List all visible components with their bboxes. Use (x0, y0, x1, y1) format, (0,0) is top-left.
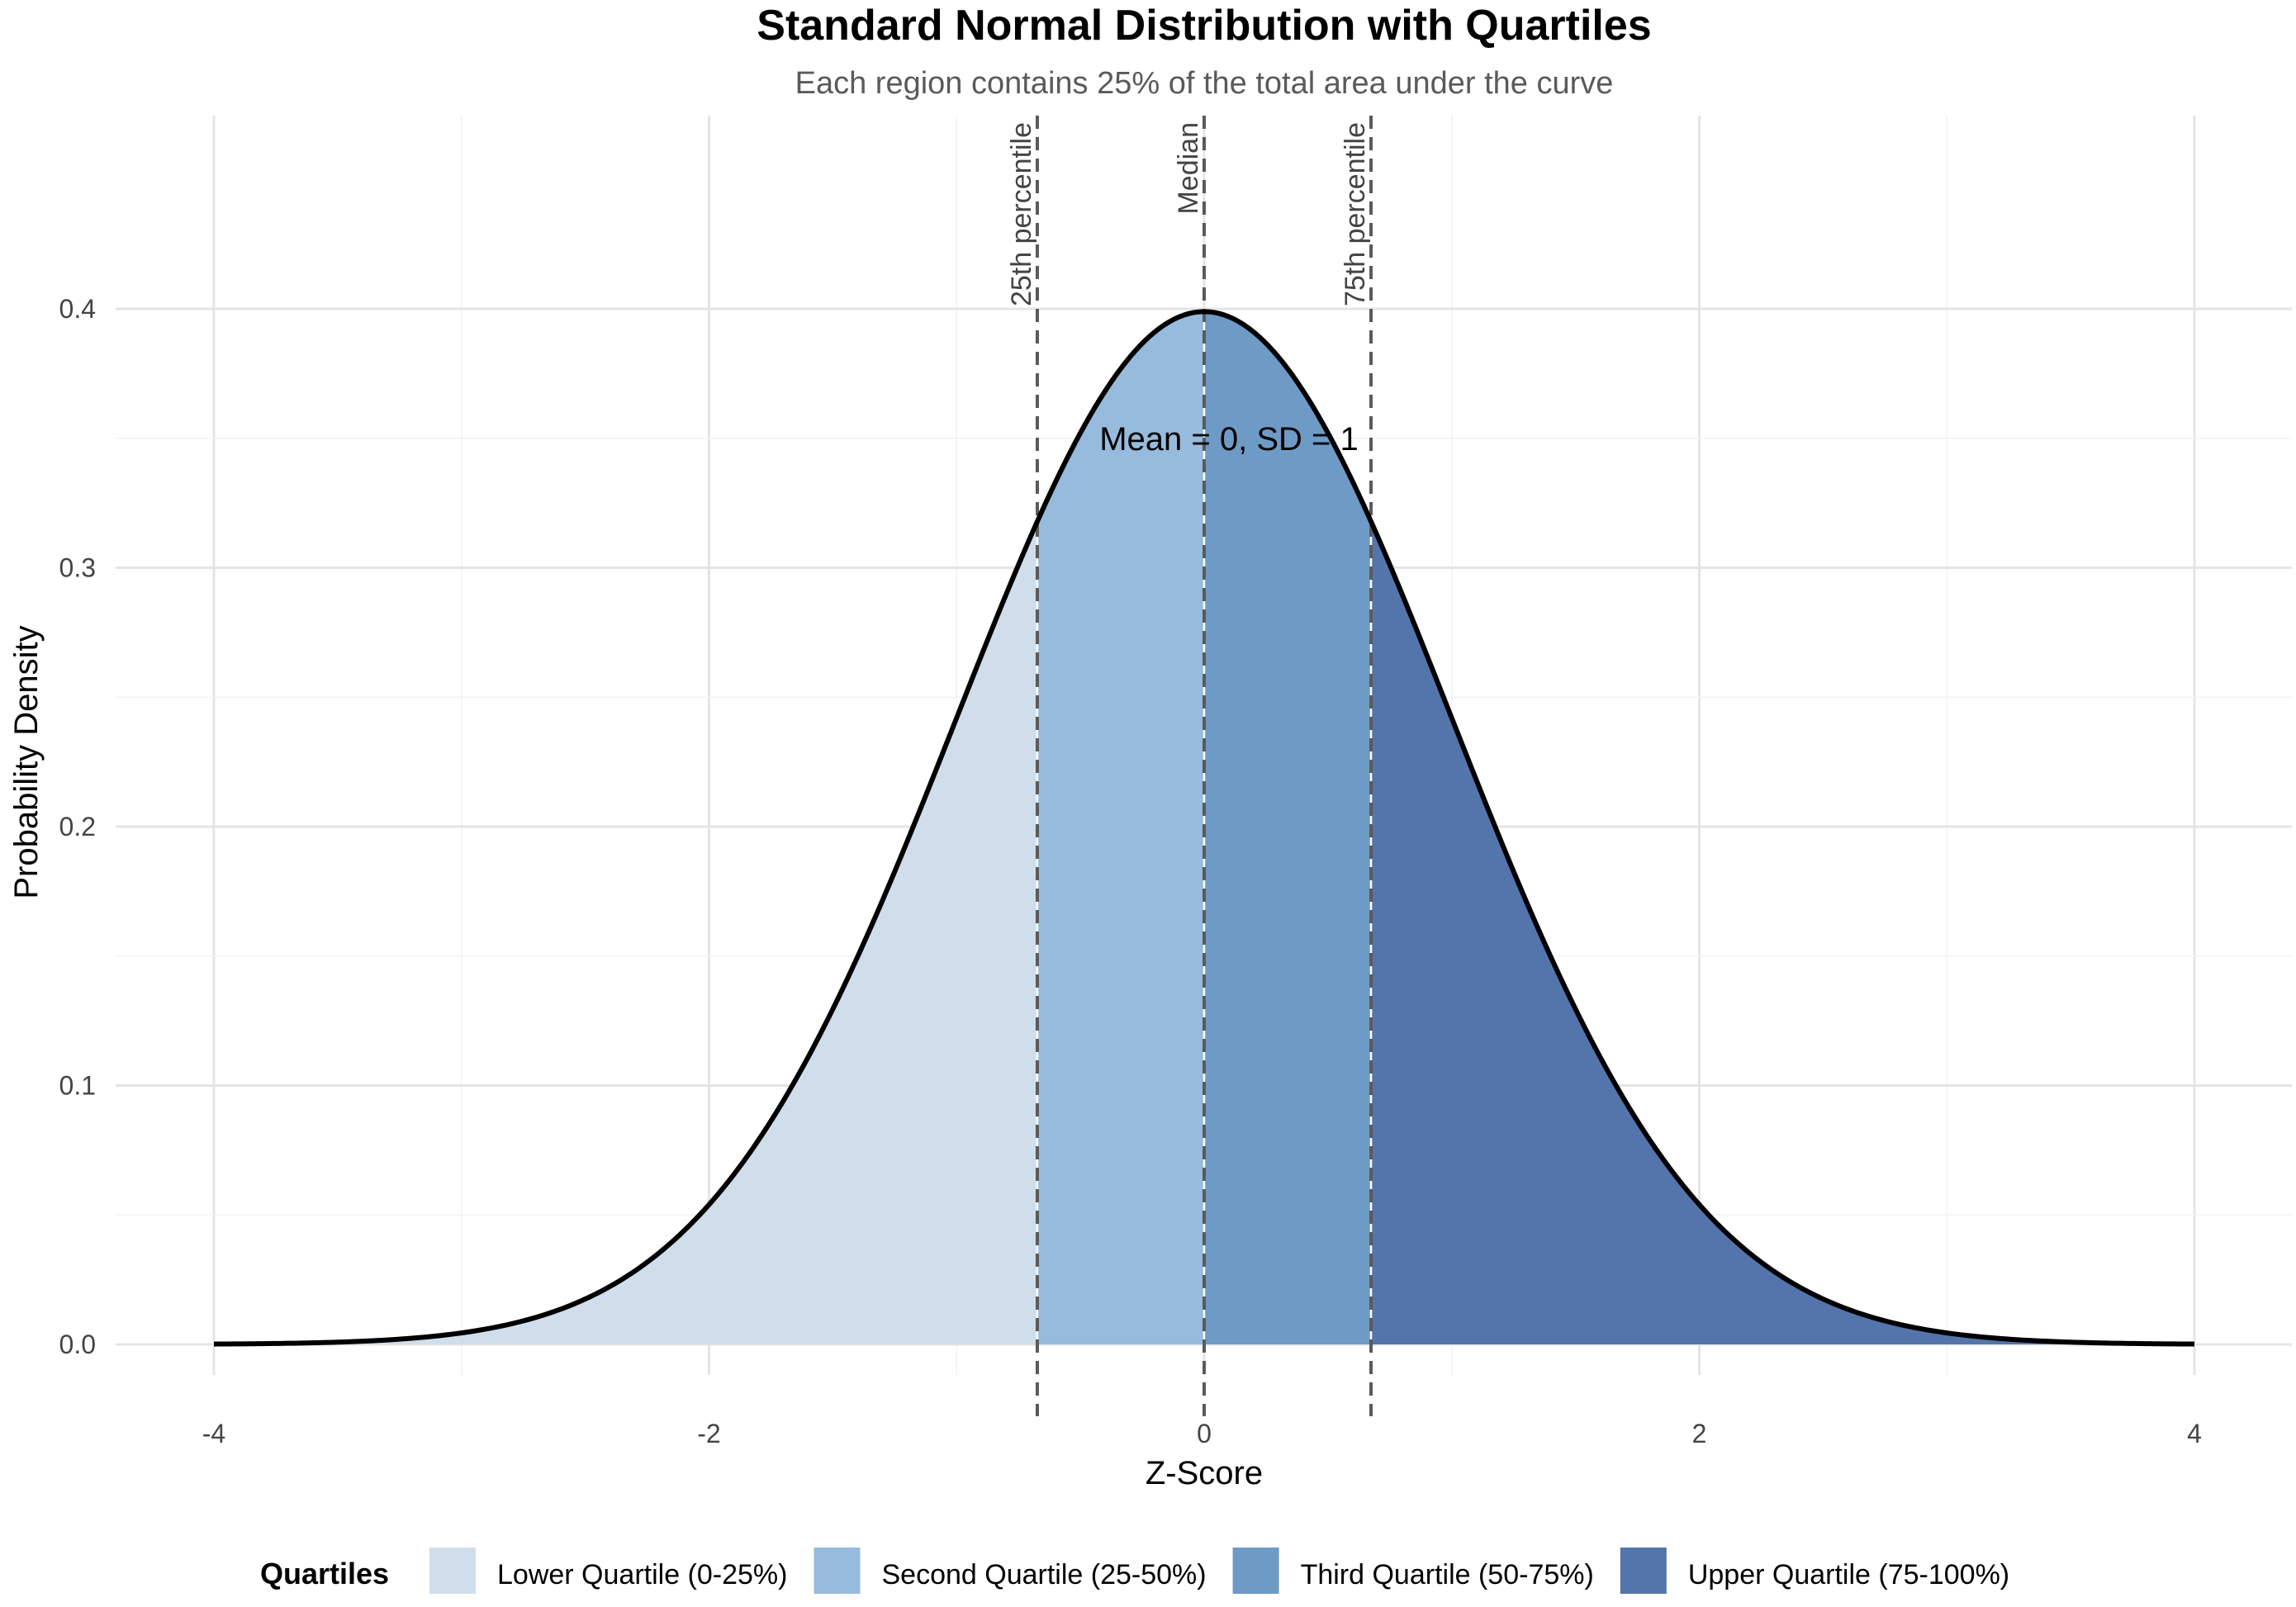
percentile-lines: 25th percentile Median 75th percentile (1006, 116, 1373, 1416)
density-curve-group (213, 309, 2195, 1347)
x-tick-label: 0 (1197, 1419, 1212, 1448)
percentile-label: 25th percentile (1006, 122, 1037, 306)
percentile-label: 75th percentile (1340, 122, 1371, 306)
legend-title: Quartiles (260, 1557, 389, 1590)
chart-title: Standard Normal Distribution with Quarti… (757, 2, 1651, 50)
y-tick-label: 0.3 (59, 553, 96, 583)
mean-sd-annotation: Mean = 0, SD = 1 (1099, 421, 1359, 457)
legend-label: Upper Quartile (75-100%) (1688, 1559, 2009, 1590)
legend-swatch (1232, 1548, 1279, 1594)
x-tick-label: 2 (1692, 1419, 1707, 1448)
quartile-region-3 (1204, 311, 1372, 1345)
y-axis-title: Probability Density (8, 625, 45, 898)
legend-item: Upper Quartile (75-100%) (1620, 1548, 2009, 1594)
legend-item: Lower Quartile (0-25%) (429, 1548, 787, 1594)
y-tick-label: 0.4 (59, 294, 96, 324)
x-axis-title: Z-Score (1146, 1455, 1263, 1491)
x-tick-label: 4 (2187, 1419, 2202, 1448)
quartile-region-1 (214, 521, 1037, 1344)
legend-label: Lower Quartile (0-25%) (497, 1559, 787, 1590)
legend-swatch (814, 1548, 861, 1594)
quartile-region-2 (1037, 311, 1204, 1345)
y-tick-label: 0.1 (59, 1071, 96, 1101)
density-curve (213, 309, 2195, 1347)
percentile-label: Median (1173, 122, 1204, 215)
quartile-region-4 (1371, 521, 2194, 1344)
legend-swatch (429, 1548, 476, 1594)
legend-swatch (1620, 1548, 1667, 1594)
axis-ticks: -4 -2 0 2 4 0.0 0.1 0.2 0.3 0.4 (59, 294, 2202, 1448)
y-tick-label: 0.0 (59, 1330, 96, 1359)
chart-subtitle: Each region contains 25% of the total ar… (795, 66, 1614, 101)
legend: Quartiles Lower Quartile (0-25%) Second Q… (260, 1548, 2009, 1594)
y-tick-label: 0.2 (59, 812, 96, 841)
x-tick-label: -4 (202, 1419, 225, 1448)
legend-label: Third Quartile (50-75%) (1301, 1559, 1594, 1590)
legend-item: Third Quartile (50-75%) (1232, 1548, 1594, 1594)
x-tick-label: -2 (697, 1419, 720, 1448)
legend-label: Second Quartile (25-50%) (881, 1559, 1206, 1590)
legend-item: Second Quartile (25-50%) (814, 1548, 1207, 1594)
